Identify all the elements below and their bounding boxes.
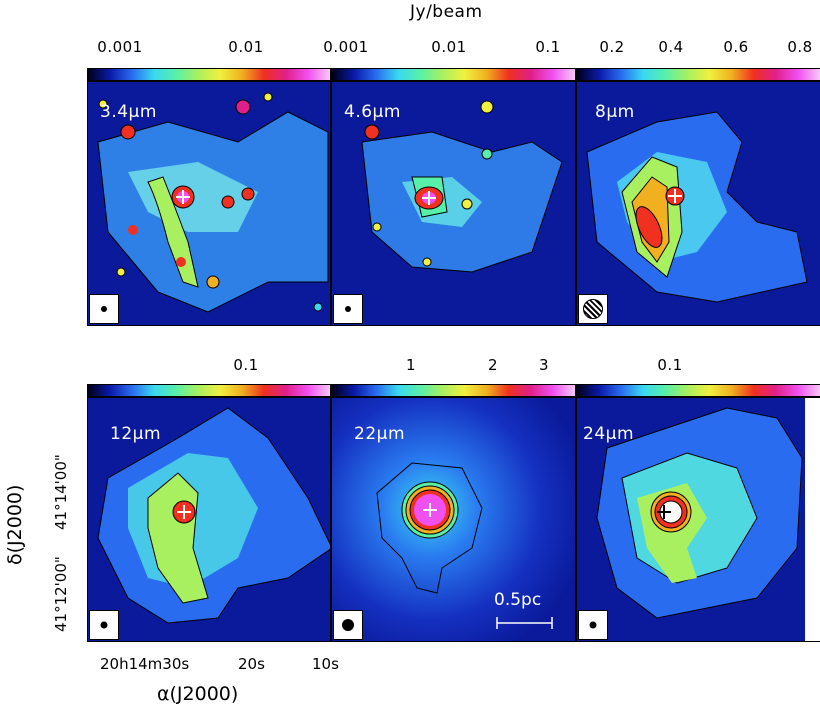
beam-size-marker: [578, 610, 608, 640]
panel-band-label: 12μm: [110, 424, 162, 444]
image-panel-3-4um: 3.4μm: [87, 81, 331, 326]
image-panel-12um: 12μm: [87, 397, 331, 642]
scale-bar-label: 0.5pc: [494, 590, 542, 610]
colorbar-tick-label: 0.1: [657, 356, 683, 374]
panel-band-label: 24μm: [583, 424, 635, 444]
image-panel-22um: 22μm 0.5pc: [331, 397, 576, 642]
colorbar-tick-label: 0.01: [228, 38, 264, 56]
image-panel-24um: 24μm: [576, 397, 820, 642]
colorbar-tick-label: 0.01: [431, 38, 467, 56]
dec-tick-label: 41°12'00": [52, 556, 70, 632]
x-axis-title: α(J2000): [157, 683, 239, 705]
colorbar-24um: [576, 384, 820, 397]
image-panel-8um: 8μm: [576, 81, 820, 326]
colorbar-tick-label: 2: [487, 356, 499, 374]
panel-image: [577, 82, 820, 325]
ra-tick-label: 20h14m30s: [100, 655, 190, 673]
colorbar-tick-label: 0.8: [787, 38, 813, 56]
dec-tick-label: 41°14'00": [52, 454, 70, 530]
panel-band-label: 3.4μm: [100, 102, 157, 122]
image-panel-4-6um: 4.6μm: [331, 81, 576, 326]
colorbar-tick-label: 3: [538, 356, 550, 374]
colorbar-8um: [576, 68, 820, 81]
panel-band-label: 8μm: [595, 102, 635, 122]
panel-image: [88, 82, 330, 325]
colorbar-tick-label: 0.4: [658, 38, 684, 56]
ra-tick-label: 10s: [312, 655, 339, 673]
panel-image: [332, 82, 575, 325]
beam-size-marker: [578, 294, 608, 324]
colorbar-12um: [87, 384, 331, 397]
colorbar-unit-label: Jy/beam: [410, 2, 483, 22]
beam-size-marker: [89, 294, 119, 324]
colorbar-22um: [331, 384, 576, 397]
colorbar-3-4um: [87, 68, 331, 81]
ra-tick-label: 20s: [238, 655, 265, 673]
panel-image: [577, 398, 820, 641]
colorbar-tick-label: 0.001: [97, 38, 143, 56]
beam-size-marker: [333, 610, 363, 640]
panel-image: [332, 398, 575, 641]
colorbar-tick-label: 0.1: [233, 356, 259, 374]
panel-band-label: 22μm: [354, 424, 406, 444]
panel-image: [88, 398, 330, 641]
y-axis-title: δ(J2000): [4, 484, 26, 565]
colorbar-tick-label: 0.001: [323, 38, 369, 56]
colorbar-tick-label: 0.2: [599, 38, 625, 56]
panel-band-label: 4.6μm: [344, 102, 401, 122]
beam-size-marker: [333, 294, 363, 324]
colorbar-tick-label: 0.1: [535, 38, 561, 56]
colorbar-tick-label: 0.6: [723, 38, 749, 56]
colorbar-4-6um: [331, 68, 576, 81]
colorbar-tick-label: 1: [405, 356, 417, 374]
beam-size-marker: [89, 610, 119, 640]
